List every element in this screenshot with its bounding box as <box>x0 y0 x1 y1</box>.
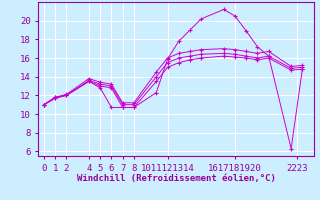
X-axis label: Windchill (Refroidissement éolien,°C): Windchill (Refroidissement éolien,°C) <box>76 174 276 183</box>
